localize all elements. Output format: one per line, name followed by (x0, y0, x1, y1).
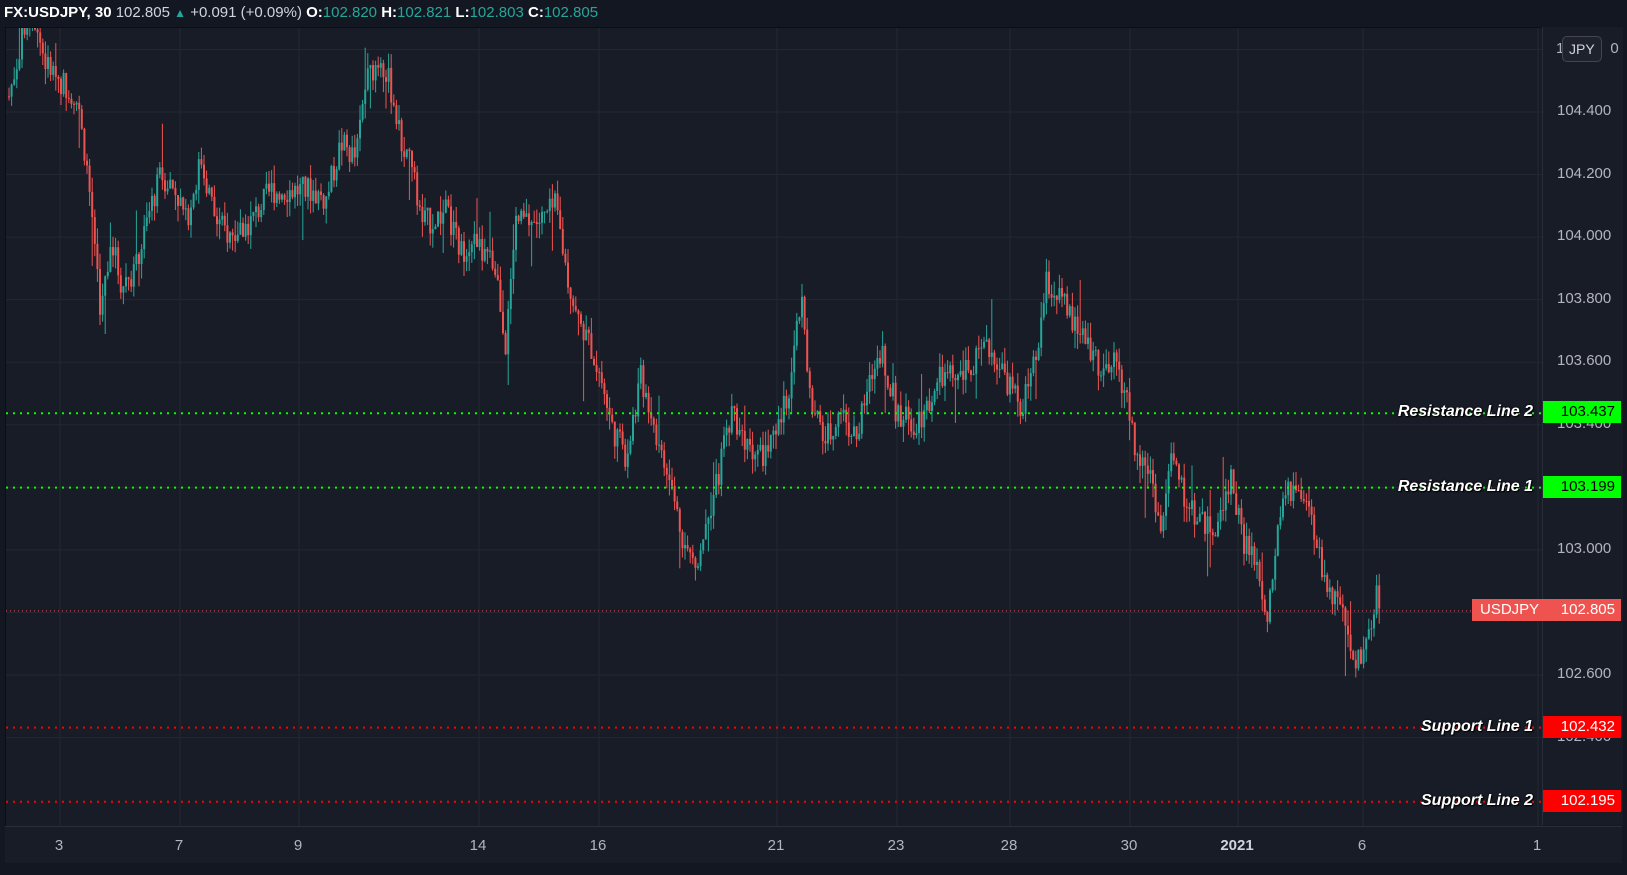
resistance-line-2-label: Resistance Line 2 (1397, 403, 1533, 421)
open-label: O: (306, 4, 323, 21)
time-axis[interactable]: 3 7 9 14 16 21 23 28 30 2021 6 1 (5, 826, 1622, 863)
support-line-1-price-tag: 102.432 (1543, 715, 1621, 738)
price-tick-label: 103.600 (1557, 352, 1612, 370)
time-tick-label: 28 (1000, 837, 1018, 854)
open-value: 102.820 (322, 4, 378, 21)
support-line-1-label: Support Line 1 (1421, 717, 1533, 735)
close-label: C: (528, 4, 544, 21)
up-arrow-icon: ▲ (174, 6, 187, 20)
time-tick-label: 3 (54, 837, 64, 854)
price-change: +0.091 (+0.09%) (190, 4, 302, 21)
low-label: L: (455, 4, 470, 21)
time-tick-label: 16 (589, 837, 607, 854)
candlestick-chart[interactable] (6, 28, 1543, 826)
price-tick-label: 104.000 (1557, 227, 1612, 245)
current-price-tag: 102.805 (1543, 598, 1621, 621)
price-tick-label: 103.800 (1557, 289, 1612, 307)
time-tick-label: 1 (1532, 837, 1542, 854)
close-value: 102.805 (543, 4, 599, 21)
currency-button[interactable]: JPY (1562, 36, 1602, 62)
last-price: 102.805 (115, 4, 170, 21)
price-tick-label: 104.400 (1557, 102, 1612, 119)
plot-area[interactable] (5, 27, 1543, 826)
time-tick-label: 9 (293, 837, 303, 854)
support-line-2-label: Support Line 2 (1421, 791, 1533, 809)
high-label: H: (381, 4, 398, 21)
price-axis[interactable]: 104.400 104.200 104.000 103.800 103.600 103.4… (1542, 27, 1623, 825)
symbol-name[interactable]: FX:USDJPY, 30 (4, 4, 112, 21)
time-tick-label: 30 (1120, 837, 1138, 854)
low-value: 102.803 (469, 4, 524, 21)
time-tick-label: 6 (1357, 837, 1367, 854)
price-tick-label: 103.000 (1557, 539, 1612, 557)
price-tick-label: 104.200 (1557, 164, 1612, 182)
symbol-legend: FX:USDJPY, 30 102.805 ▲ +0.091 (+0.09%) … (4, 2, 598, 24)
support-line-2-price-tag: 102.195 (1543, 789, 1621, 812)
current-symbol-tag: USDJPY (1472, 598, 1548, 621)
resistance-line-1-label: Resistance Line 1 (1397, 477, 1533, 495)
time-tick-label: 7 (174, 837, 184, 854)
time-tick-label: 21 (767, 837, 785, 854)
high-value: 102.821 (397, 4, 452, 21)
price-tick-label: 102.600 (1557, 665, 1612, 683)
time-tick-label: 2021 (1220, 837, 1254, 854)
resistance-line-2-price-tag: 103.437 (1543, 401, 1621, 424)
resistance-line-1-price-tag: 103.199 (1543, 475, 1621, 498)
time-tick-label: 14 (469, 837, 487, 854)
time-tick-label: 23 (887, 837, 905, 854)
